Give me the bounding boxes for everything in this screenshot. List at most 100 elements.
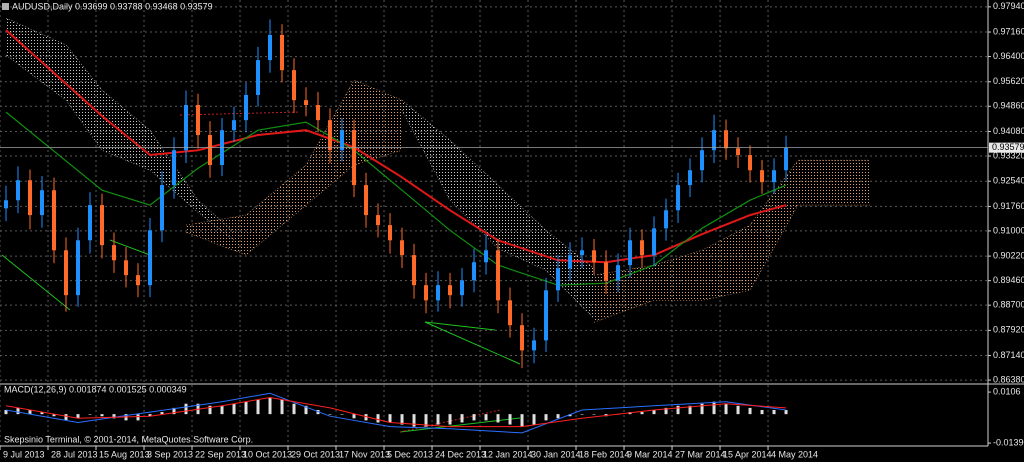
macd-bar	[736, 405, 740, 415]
candle-body	[496, 250, 501, 301]
candle-body	[700, 150, 705, 171]
candle-body	[16, 180, 21, 201]
macd-bar	[472, 414, 476, 421]
candle-body	[280, 34, 285, 71]
last-price-label: 0.93579	[992, 142, 1024, 152]
macd-title: MACD(12,26,9) 0.001874 0.001525 0.000349	[4, 384, 187, 394]
candle-body	[232, 120, 237, 131]
y-tick-label: 0.0106	[993, 386, 1021, 396]
candle-body	[352, 130, 357, 186]
candle-body	[340, 130, 345, 151]
candle-body	[448, 285, 453, 296]
trendline	[399, 409, 501, 433]
candle-body	[268, 34, 273, 61]
macd-bar	[496, 414, 500, 423]
macd-bar	[172, 407, 176, 415]
symbol-icon	[2, 3, 9, 10]
macd-bar	[40, 412, 44, 415]
candle-body	[364, 185, 369, 216]
macd-bar	[364, 414, 368, 421]
macd-bar	[268, 397, 272, 415]
candle-body	[760, 170, 765, 183]
y-tick-label: 0.87920	[993, 325, 1024, 335]
macd-bar	[448, 414, 452, 425]
candle-body	[628, 240, 633, 266]
candle-body	[76, 240, 81, 296]
macd-bar	[352, 414, 356, 419]
macd-bar	[436, 414, 440, 425]
candle-body	[52, 190, 57, 251]
candle-body	[328, 120, 333, 151]
macd-bar	[544, 414, 548, 421]
candle-body	[484, 250, 489, 263]
candle-body	[712, 130, 717, 151]
macd-bar	[4, 409, 8, 415]
candle-body	[520, 325, 525, 351]
cloud-fill	[186, 80, 402, 256]
candle-body	[784, 147, 789, 171]
candle-body	[412, 255, 417, 286]
candle-body	[244, 94, 249, 121]
candle-body	[208, 135, 213, 166]
x-tick-label: 3 Sep 2013	[147, 449, 193, 459]
y-tick-label: 0.97160	[993, 26, 1024, 36]
y-tick-label: 0.89460	[993, 275, 1024, 285]
last-price-box	[989, 142, 1024, 153]
macd-line	[5, 396, 787, 428]
candle-body	[664, 210, 669, 229]
y-tick-label: 0.90220	[993, 250, 1024, 260]
y-tick-label: 0.87140	[993, 350, 1024, 360]
macd-bar	[100, 414, 104, 417]
candle-body	[748, 155, 753, 171]
candle-body	[88, 205, 93, 241]
cloud-lower	[185, 149, 403, 256]
macd-layer	[4, 392, 788, 434]
macd-bar	[64, 414, 68, 421]
candle-body	[724, 130, 729, 149]
macd-bar	[412, 414, 416, 427]
candle-body	[436, 285, 441, 301]
candle-body	[592, 250, 597, 263]
trendline	[399, 417, 521, 433]
cloud-upper	[593, 159, 870, 276]
x-tick-label: 30 Jan 2014	[531, 449, 581, 459]
candle-body	[652, 228, 657, 256]
y-tick-label: 0.96400	[993, 51, 1024, 61]
candle-body	[460, 280, 465, 296]
y-tick-label: 0.93320	[993, 150, 1024, 160]
cloud-lower	[593, 204, 870, 323]
x-tick-label: 27 Mar 2014	[675, 449, 726, 459]
candle-body	[532, 340, 537, 351]
cloud-upper	[185, 79, 403, 226]
macd-bar	[88, 414, 92, 415]
candle-body	[136, 275, 141, 286]
macd-bar	[28, 409, 32, 415]
macd-bar	[112, 414, 116, 419]
y-tick-label: 0.92540	[993, 176, 1024, 186]
y-tick-label: 0.91760	[993, 201, 1024, 211]
x-tick-label: 9 Jul 2013	[3, 449, 45, 459]
macd-bar	[460, 414, 464, 423]
trendline	[1, 254, 71, 311]
macd-line	[5, 392, 787, 434]
candle-body	[568, 255, 573, 269]
candle-body	[196, 104, 201, 136]
macd-bar	[184, 403, 188, 415]
trendline	[109, 239, 151, 256]
footer: Skepsinio Terminal, © 2001-2014, MetaQuo…	[4, 434, 253, 444]
x-tick-label: 5 Dec 2013	[387, 449, 433, 459]
macd-bar	[784, 409, 788, 415]
x-tick-label: 4 May 2014	[771, 449, 818, 459]
macd-bar	[532, 414, 536, 425]
overlay-layer	[1, 29, 787, 365]
macd-bar	[388, 414, 392, 423]
macd-bar	[664, 407, 668, 415]
y-tick-label: 0.94860	[993, 101, 1024, 111]
macd-bar	[580, 414, 584, 415]
macd-bar	[256, 399, 260, 415]
candle-body	[688, 170, 693, 186]
x-tick-label: 18 Feb 2014	[579, 449, 630, 459]
